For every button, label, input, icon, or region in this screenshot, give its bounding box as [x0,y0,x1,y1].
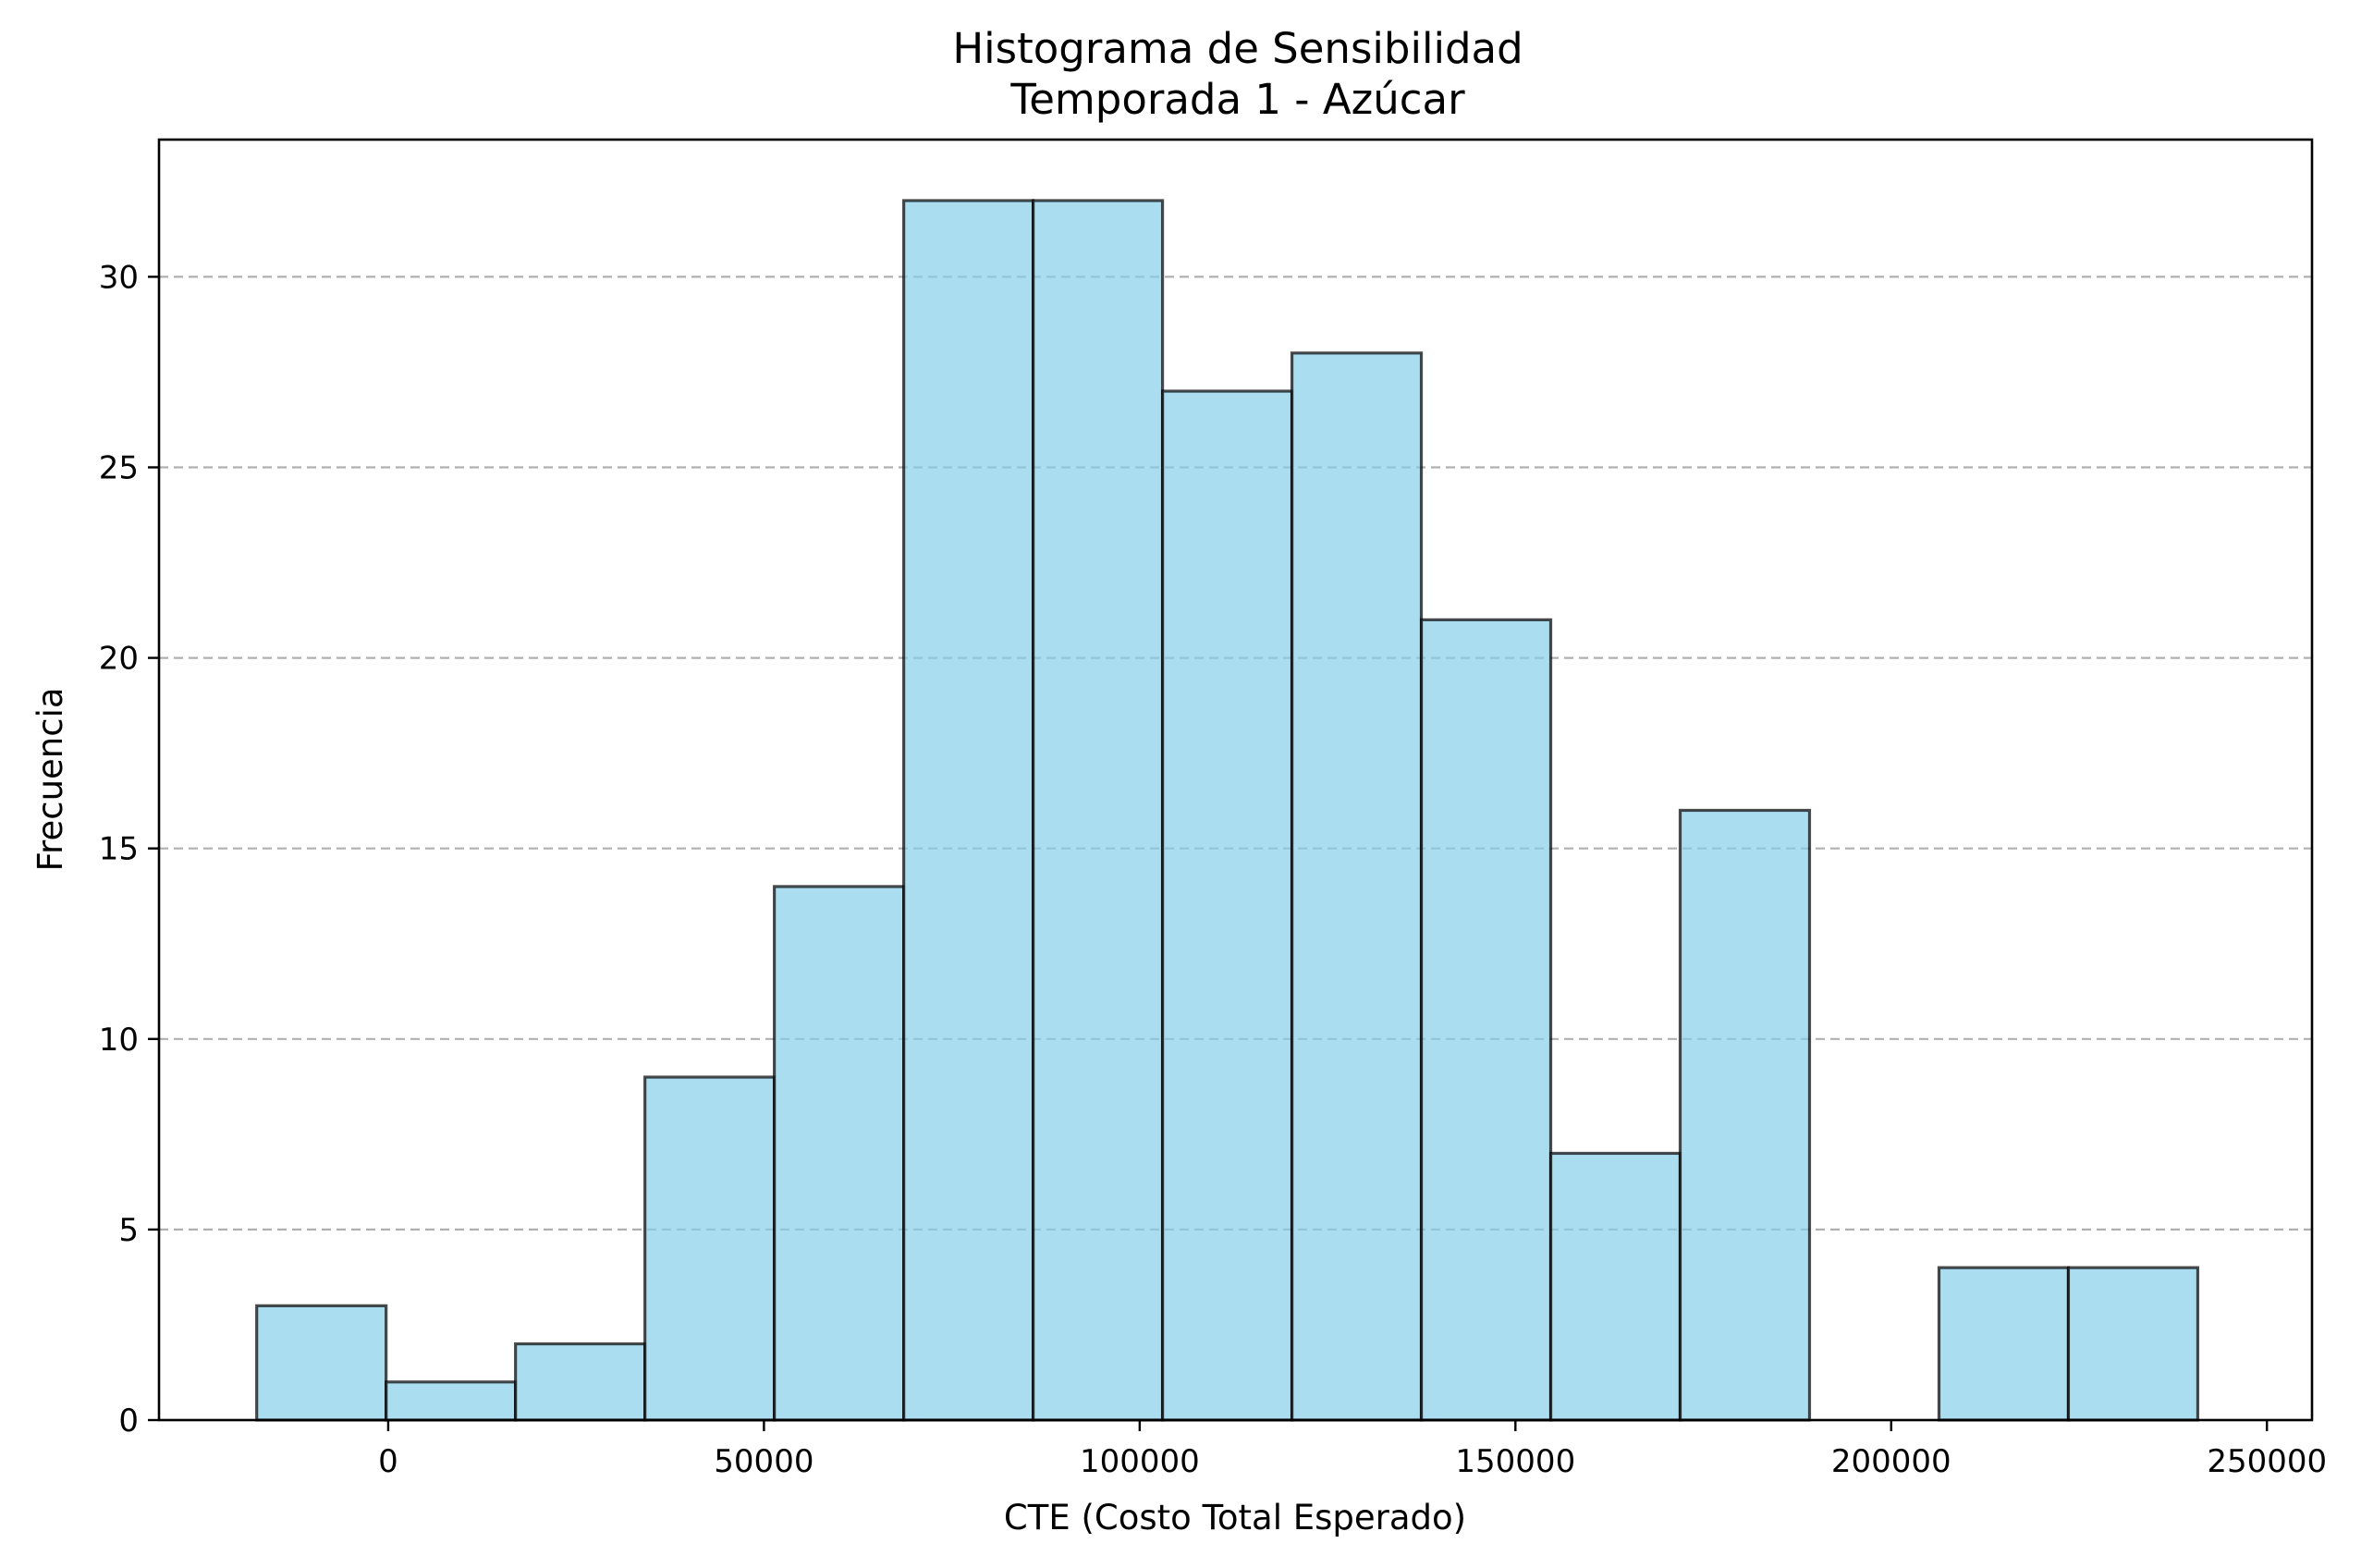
plot-frame [157,138,2314,1422]
x-tick-label: 200000 [1831,1443,1951,1480]
histogram-bar [901,199,1035,1422]
y-tick-label: 5 [118,1212,139,1249]
histogram-bar [1031,199,1165,1422]
x-axis-ticks: 0 50000 100000 150000 200000 250000 [378,1420,2327,1480]
histogram-bar [643,1075,777,1422]
x-tick-label: 250000 [2207,1443,2327,1480]
y-tick-label: 20 [99,641,139,678]
histogram-bar [1160,389,1294,1422]
histogram-bar [2066,1266,2200,1422]
x-tick-label: 0 [378,1443,398,1480]
histogram-bar [1290,351,1424,1422]
y-tick-label: 10 [99,1022,139,1059]
histogram-bar [255,1304,388,1422]
x-tick-label: 150000 [1455,1443,1575,1480]
chart-title: Histograma de Sensibilidad [952,24,1523,73]
y-tick-label: 30 [99,259,139,296]
y-tick-label: 15 [99,831,139,868]
x-tick-label: 50000 [714,1443,814,1480]
histogram-bar [514,1341,647,1422]
histogram-bar [1419,618,1553,1422]
y-gridlines [159,276,2312,1231]
histogram-bar [1678,808,1812,1422]
histogram-bars [255,199,2200,1422]
y-axis-ticks: 0 5 10 15 20 25 30 [99,259,159,1439]
chart-subtitle: Temporada 1 - Azúcar [1009,75,1465,124]
x-axis-label: CTE (Costo Total Esperado) [1004,1498,1466,1537]
x-tick-label: 100000 [1080,1443,1200,1480]
y-axis-label: Frecuencia [31,687,70,871]
histogram-bar [773,885,906,1422]
y-tick-label: 0 [118,1403,139,1439]
histogram-bar [385,1380,518,1422]
histogram-bar [1548,1151,1682,1422]
histogram-bar [1937,1266,2071,1422]
y-tick-label: 25 [99,449,139,486]
